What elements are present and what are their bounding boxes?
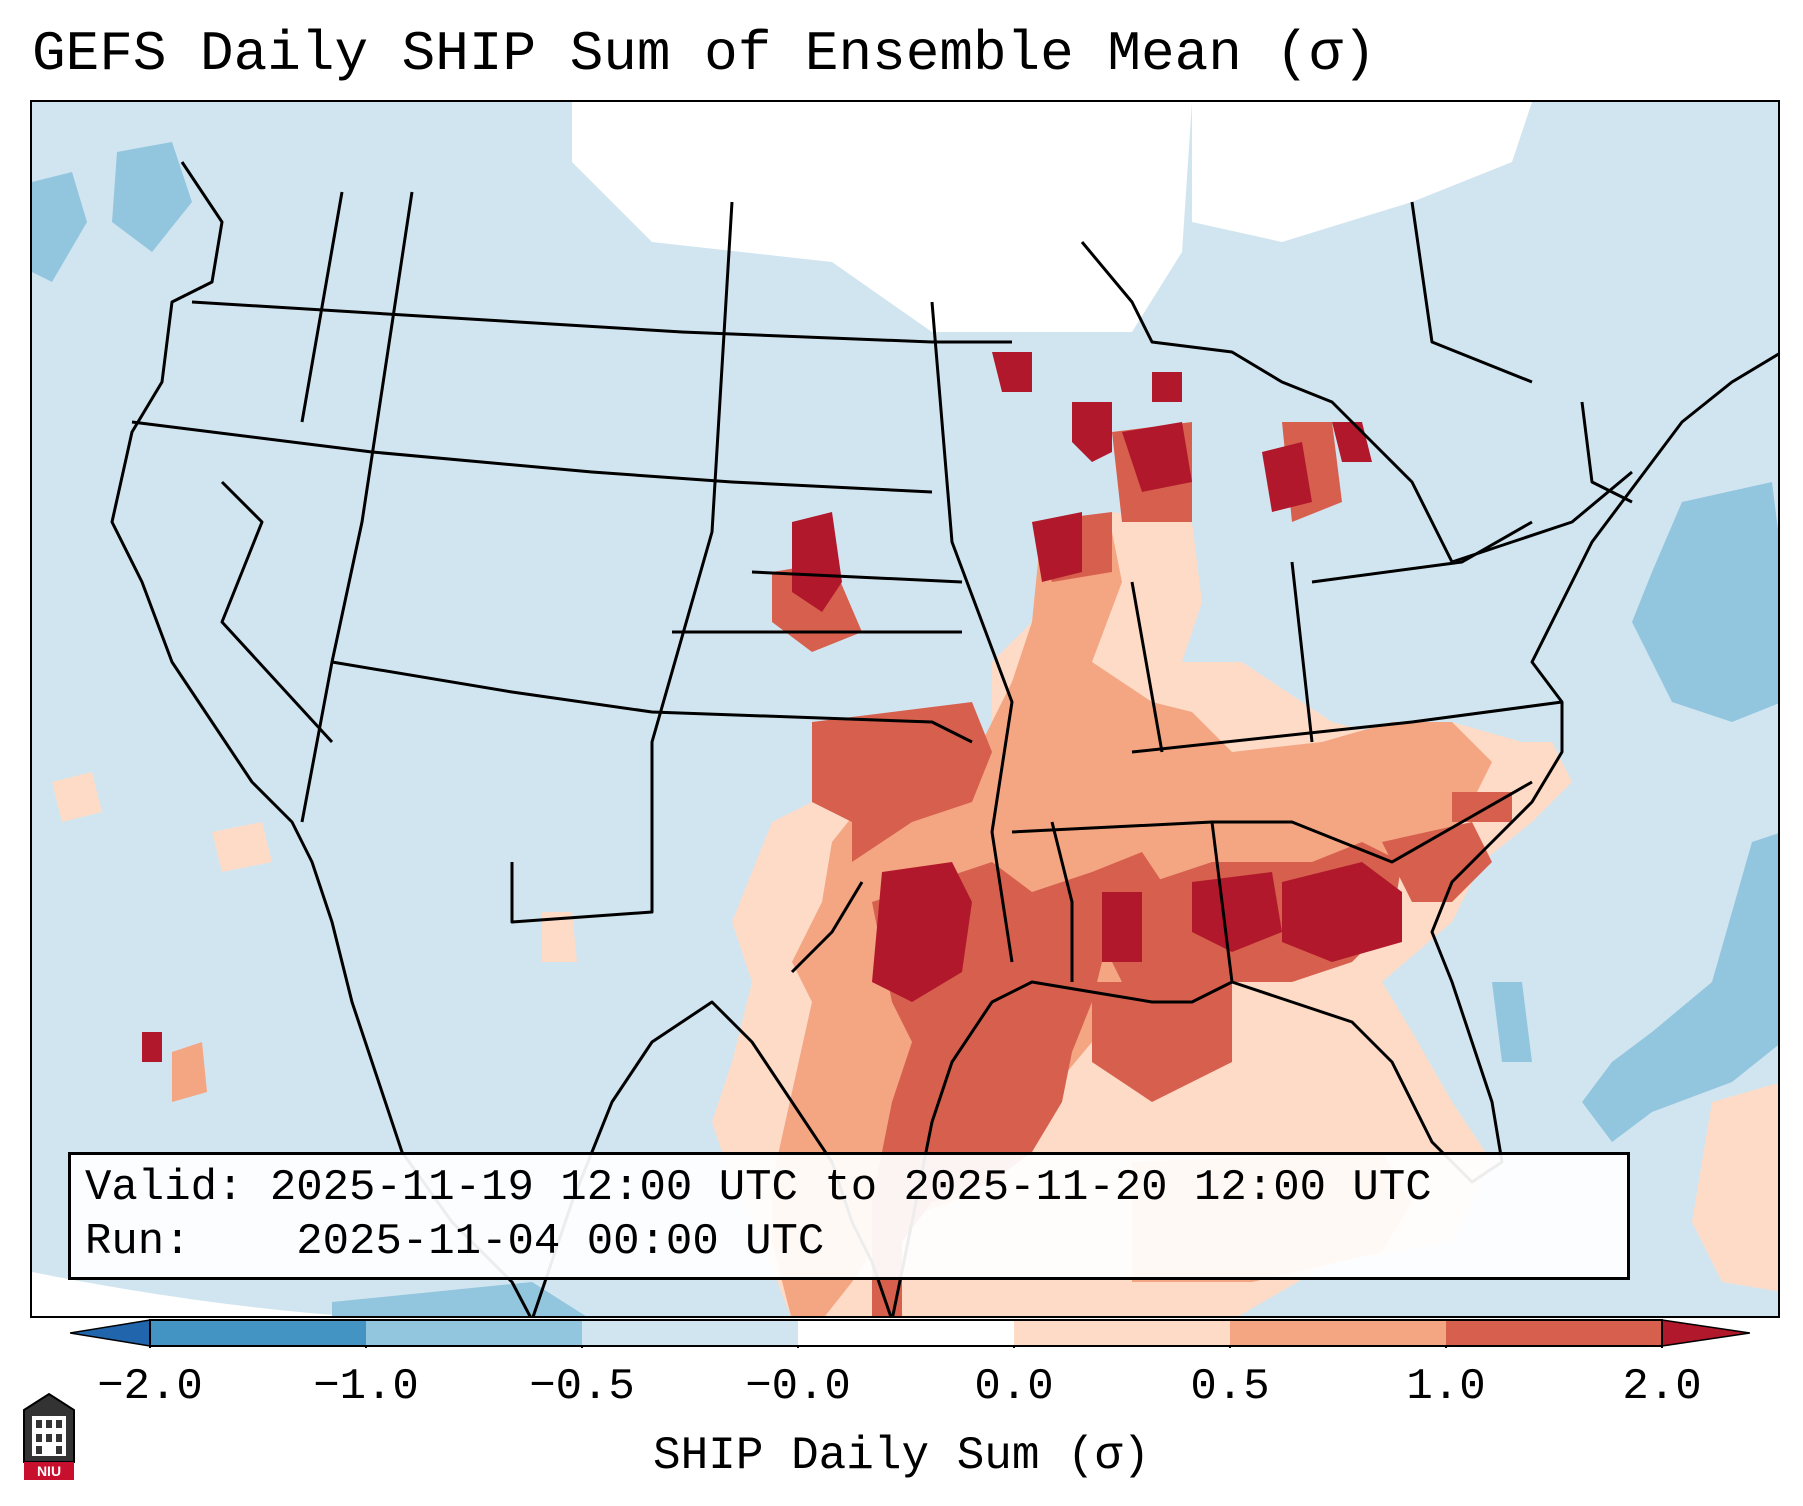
colorbar-tick: 0.5 — [1190, 1362, 1270, 1412]
ship-map — [32, 102, 1778, 1316]
colorbar-bin-5 — [1014, 1320, 1230, 1346]
colorbar-tick: −1.0 — [313, 1362, 419, 1412]
colorbar-tick: −0.0 — [745, 1362, 851, 1412]
colorbar-bin-7 — [1446, 1320, 1662, 1346]
anomaly-above-2 — [142, 352, 1402, 1062]
valid-time-range: 2025-11-19 12:00 UTC to 2025-11-20 12:00… — [269, 1163, 1432, 1213]
colorbar-tick: 2.0 — [1622, 1362, 1702, 1412]
page-title: GEFS Daily SHIP Sum of Ensemble Mean (σ) — [32, 22, 1377, 86]
valid-label: Valid: — [85, 1163, 244, 1213]
logo-text: NIU — [37, 1463, 61, 1479]
colorbar-bin-6 — [1230, 1320, 1446, 1346]
colorbar-tick: −0.5 — [529, 1362, 635, 1412]
coastlines-and-borders — [110, 161, 1778, 1316]
colorbar-tick: 1.0 — [1406, 1362, 1486, 1412]
colorbar-bin-3 — [582, 1320, 798, 1346]
map-panel: Valid: 2025-11-19 12:00 UTC to 2025-11-2… — [30, 100, 1780, 1318]
colorbar-outline — [149, 1319, 1663, 1347]
colorbar-label: SHIP Daily Sum (σ) — [653, 1430, 1150, 1482]
run-label: Run: — [85, 1217, 191, 1267]
colorbar-over-arrow — [1661, 1319, 1750, 1347]
colorbar-under-arrow — [70, 1319, 151, 1347]
colorbar-bin-4 — [798, 1320, 1014, 1346]
validity-info-box: Valid: 2025-11-19 12:00 UTC to 2025-11-2… — [68, 1152, 1630, 1280]
colorbar-tick: 0.0 — [974, 1362, 1054, 1412]
niu-building-logo: NIU — [23, 1392, 75, 1480]
colorbar-bin-1 — [150, 1320, 366, 1346]
run-time: 2025-11-04 00:00 UTC — [296, 1217, 825, 1267]
colorbar-bin-2 — [366, 1320, 582, 1346]
negative-anomaly-patches — [32, 142, 1778, 1316]
no-data-areas — [32, 102, 1532, 1316]
colorbar-tick: −2.0 — [97, 1362, 203, 1412]
colorbar — [70, 1319, 1750, 1348]
